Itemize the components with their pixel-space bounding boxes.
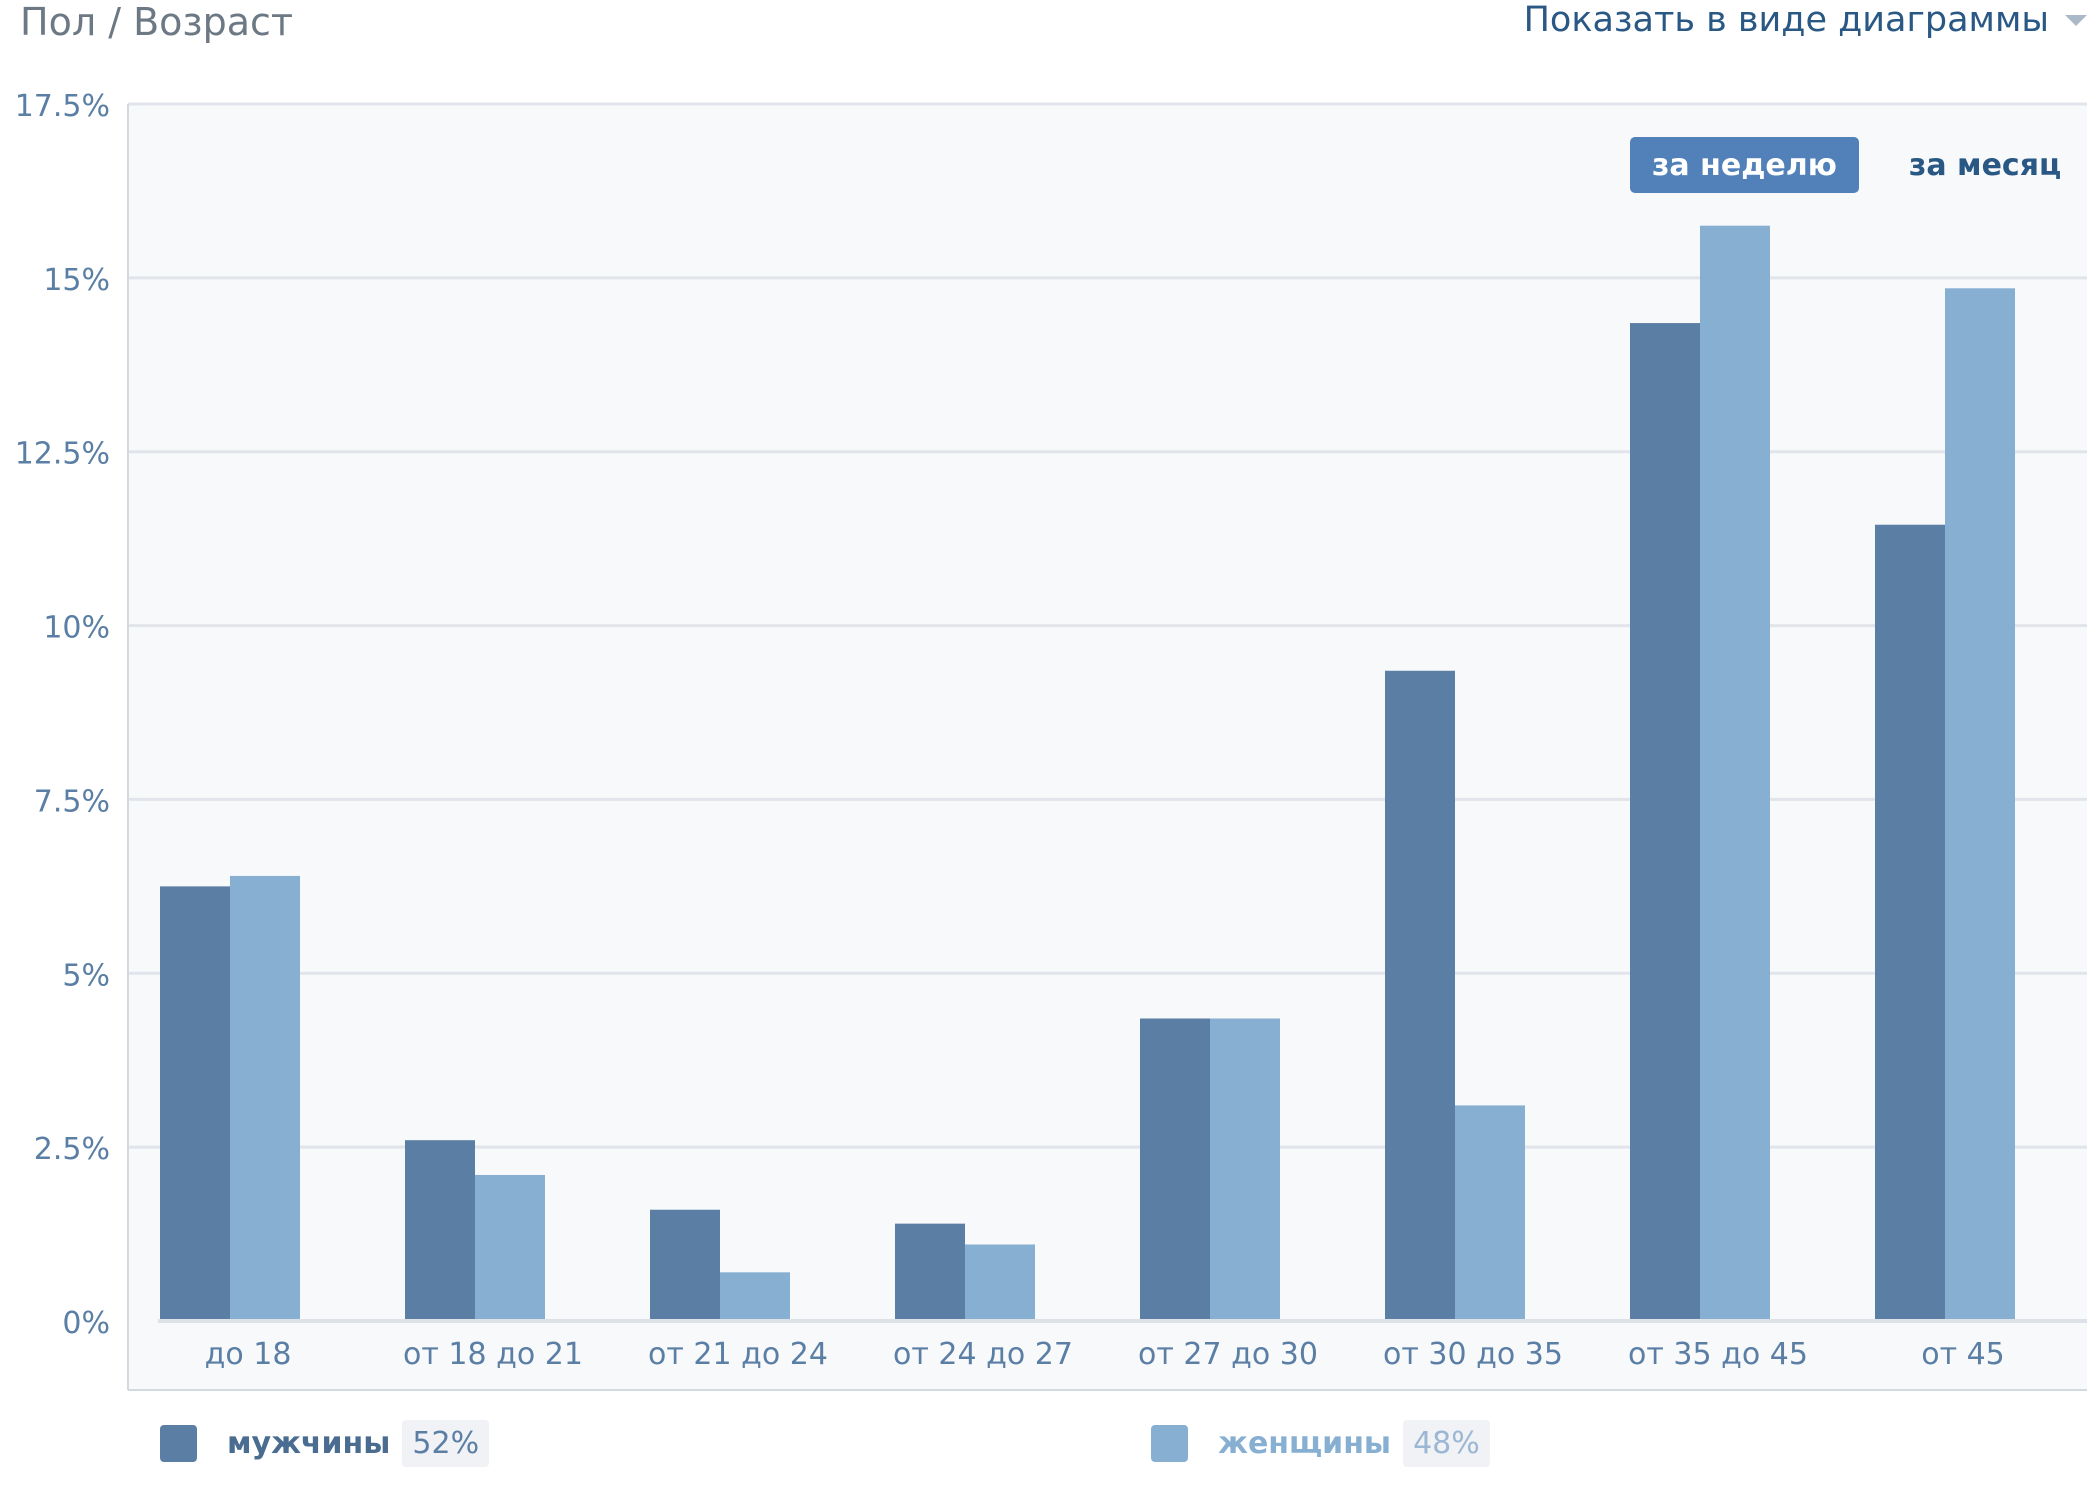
bar-women xyxy=(1945,288,2015,1321)
legend-percent-women: 48% xyxy=(1403,1420,1490,1467)
bar-men xyxy=(1875,524,1945,1321)
view-toggle-label: Показать в виде диаграммы xyxy=(1523,0,2049,40)
bar-women xyxy=(475,1174,545,1321)
period-week-button[interactable]: за неделю xyxy=(1630,137,1859,193)
bar-women xyxy=(720,1272,790,1321)
bar-men xyxy=(1140,1018,1210,1321)
period-month-button[interactable]: за месяц xyxy=(1887,137,2083,193)
y-tick-label: 12.5% xyxy=(15,437,110,472)
chevron-down-icon xyxy=(2065,14,2087,26)
y-tick-label: 17.5% xyxy=(15,89,110,124)
x-tick-label: от 35 до 45 xyxy=(1628,1337,1808,1372)
chart-legend: мужчины 52% женщины 48% xyxy=(160,1420,1490,1467)
bar-men xyxy=(1630,323,1700,1321)
legend-item-women[interactable]: женщины 48% xyxy=(1151,1420,1490,1467)
bar-women xyxy=(230,875,300,1321)
x-tick-label: от 30 до 35 xyxy=(1383,1337,1563,1372)
legend-label-men: мужчины xyxy=(227,1426,391,1461)
y-tick-label: 2.5% xyxy=(34,1132,110,1167)
bar-women xyxy=(965,1244,1035,1321)
legend-percent-men: 52% xyxy=(402,1420,490,1467)
y-tick-label: 10% xyxy=(43,611,110,646)
bar-women xyxy=(1700,225,1770,1322)
y-tick-label: 7.5% xyxy=(34,784,110,819)
legend-label-women: женщины xyxy=(1218,1426,1392,1461)
bar-men xyxy=(895,1223,965,1321)
bar-men xyxy=(650,1209,720,1321)
x-tick-label: от 21 до 24 xyxy=(648,1337,828,1372)
page-title: Пол / Возраст xyxy=(20,0,294,44)
x-tick-label: от 24 до 27 xyxy=(893,1337,1073,1372)
y-tick-label: 0% xyxy=(62,1306,110,1341)
legend-swatch-women xyxy=(1151,1425,1189,1462)
x-tick-label: от 27 до 30 xyxy=(1138,1337,1318,1372)
legend-item-men[interactable]: мужчины 52% xyxy=(160,1420,490,1467)
y-tick-label: 5% xyxy=(62,958,110,993)
bar-men xyxy=(160,886,230,1321)
bar-men xyxy=(405,1140,475,1321)
bar-women xyxy=(1455,1105,1525,1321)
x-tick-label: от 45 xyxy=(1921,1337,2005,1372)
period-switch: за неделю за месяц xyxy=(1630,137,2083,193)
y-tick-label: 15% xyxy=(43,263,110,298)
bar-men xyxy=(1385,670,1455,1321)
bar-women xyxy=(1210,1018,1280,1321)
legend-swatch-men xyxy=(160,1425,197,1462)
view-toggle-dropdown[interactable]: Показать в виде диаграммы xyxy=(1524,0,2087,40)
x-tick-label: от 18 до 21 xyxy=(403,1337,583,1372)
x-tick-label: до 18 xyxy=(205,1337,292,1372)
